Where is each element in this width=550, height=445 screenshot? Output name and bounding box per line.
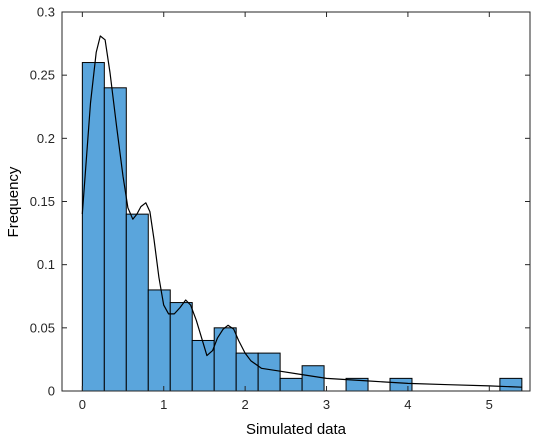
bars-layer [81, 62, 523, 392]
y-axis-label: Frequency [5, 166, 22, 237]
histogram-bar [257, 352, 281, 392]
y-tick-label: 0.3 [37, 5, 55, 20]
y-tick-label: 0 [48, 384, 55, 399]
y-tick-label: 0.2 [37, 131, 55, 146]
axes-layer: 0 1 2 3 4 5 0 0.05 0.1 0.15 0.2 0.25 0.3 [30, 5, 531, 412]
histogram-bar [147, 289, 171, 392]
histogram-bar [389, 377, 413, 392]
x-axis-label: Simulated data [246, 421, 347, 438]
x-tick-label: 5 [486, 397, 493, 412]
x-tick-label: 2 [242, 397, 249, 412]
histogram-bar [169, 302, 193, 392]
x-tick-label: 0 [79, 397, 86, 412]
histogram-bar [499, 377, 523, 392]
density-curve-layer [81, 35, 522, 388]
density-curve [81, 35, 522, 388]
histogram-bar [81, 62, 105, 392]
x-tick-label: 4 [404, 397, 411, 412]
y-tick-label: 0.1 [37, 257, 55, 272]
y-tick-label: 0.15 [30, 194, 55, 209]
histogram-bar [191, 339, 215, 392]
x-tick-label: 3 [323, 397, 330, 412]
histogram-bar [235, 352, 259, 392]
histogram-bar [279, 377, 303, 392]
histogram-bar [103, 87, 127, 392]
histogram-bar [125, 213, 149, 392]
y-tick-label: 0.25 [30, 68, 55, 83]
y-tick-label: 0.05 [30, 320, 55, 335]
histogram-bar [301, 365, 325, 392]
x-tick-label: 1 [160, 397, 167, 412]
